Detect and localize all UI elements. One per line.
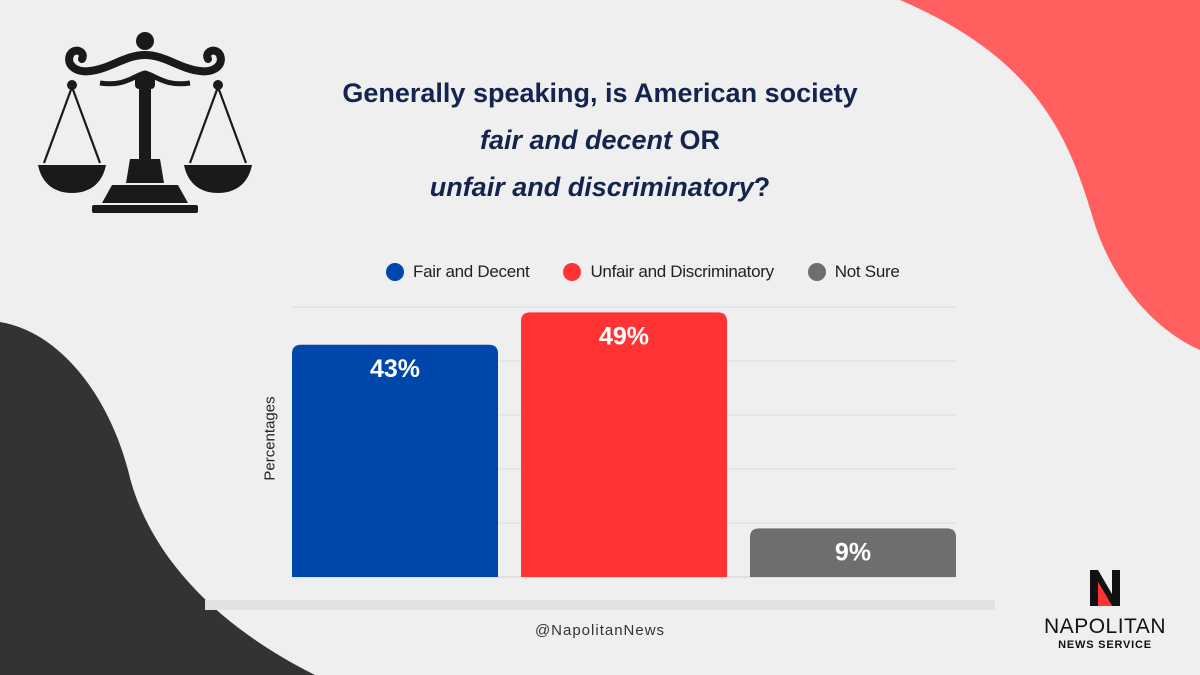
legend-dot-fair [386,263,404,281]
napolitan-logo-icon [1090,570,1120,606]
legend-label-not-sure: Not Sure [834,262,900,281]
bar-value-label: 43% [370,355,420,383]
bar-unfair-and-discriminatory [521,312,727,577]
brand-name: NAPOLITAN [1044,615,1166,638]
legend-label-fair: Fair and Decent [413,262,530,281]
chart-legend: Fair and Decent Unfair and Discriminator… [386,262,933,282]
napolitan-brand: NAPOLITAN NEWS SERVICE [1040,568,1170,651]
title-question-mark: ? [753,172,771,202]
chart-title-line-1: Generally speaking, is American society [342,78,858,108]
legend-item-not-sure: Not Sure [807,262,900,282]
chart-bars: 43% 49% 9% [292,312,956,577]
brand-subtitle: NEWS SERVICE [1058,639,1152,651]
legend-item-unfair: Unfair and Discriminatory [563,262,774,282]
legend-label-unfair: Unfair and Discriminatory [590,262,774,281]
dark-blob [0,322,315,675]
title-or-text: OR [672,125,721,155]
bar-not-sure [750,528,956,577]
chart-title-line-2: fair and decent OR [330,119,870,161]
bar-value-label: 49% [599,322,649,350]
title-fair-emphasis: fair and decent [479,125,673,155]
bar-fair-and-decent [292,344,498,577]
legend-item-fair: Fair and Decent [386,262,530,282]
chart-shadow [205,600,995,610]
scales-of-justice-icon [38,32,252,213]
chart-title-line-3: unfair and discriminatory? [330,166,870,208]
social-handle: @NapolitanNews [534,622,666,639]
title-unfair-emphasis: unfair and discriminatory [429,172,754,202]
legend-dot-not-sure [807,263,826,281]
coral-blob [900,0,1200,350]
bar-value-label: 9% [835,538,871,566]
legend-dot-unfair [563,263,582,281]
